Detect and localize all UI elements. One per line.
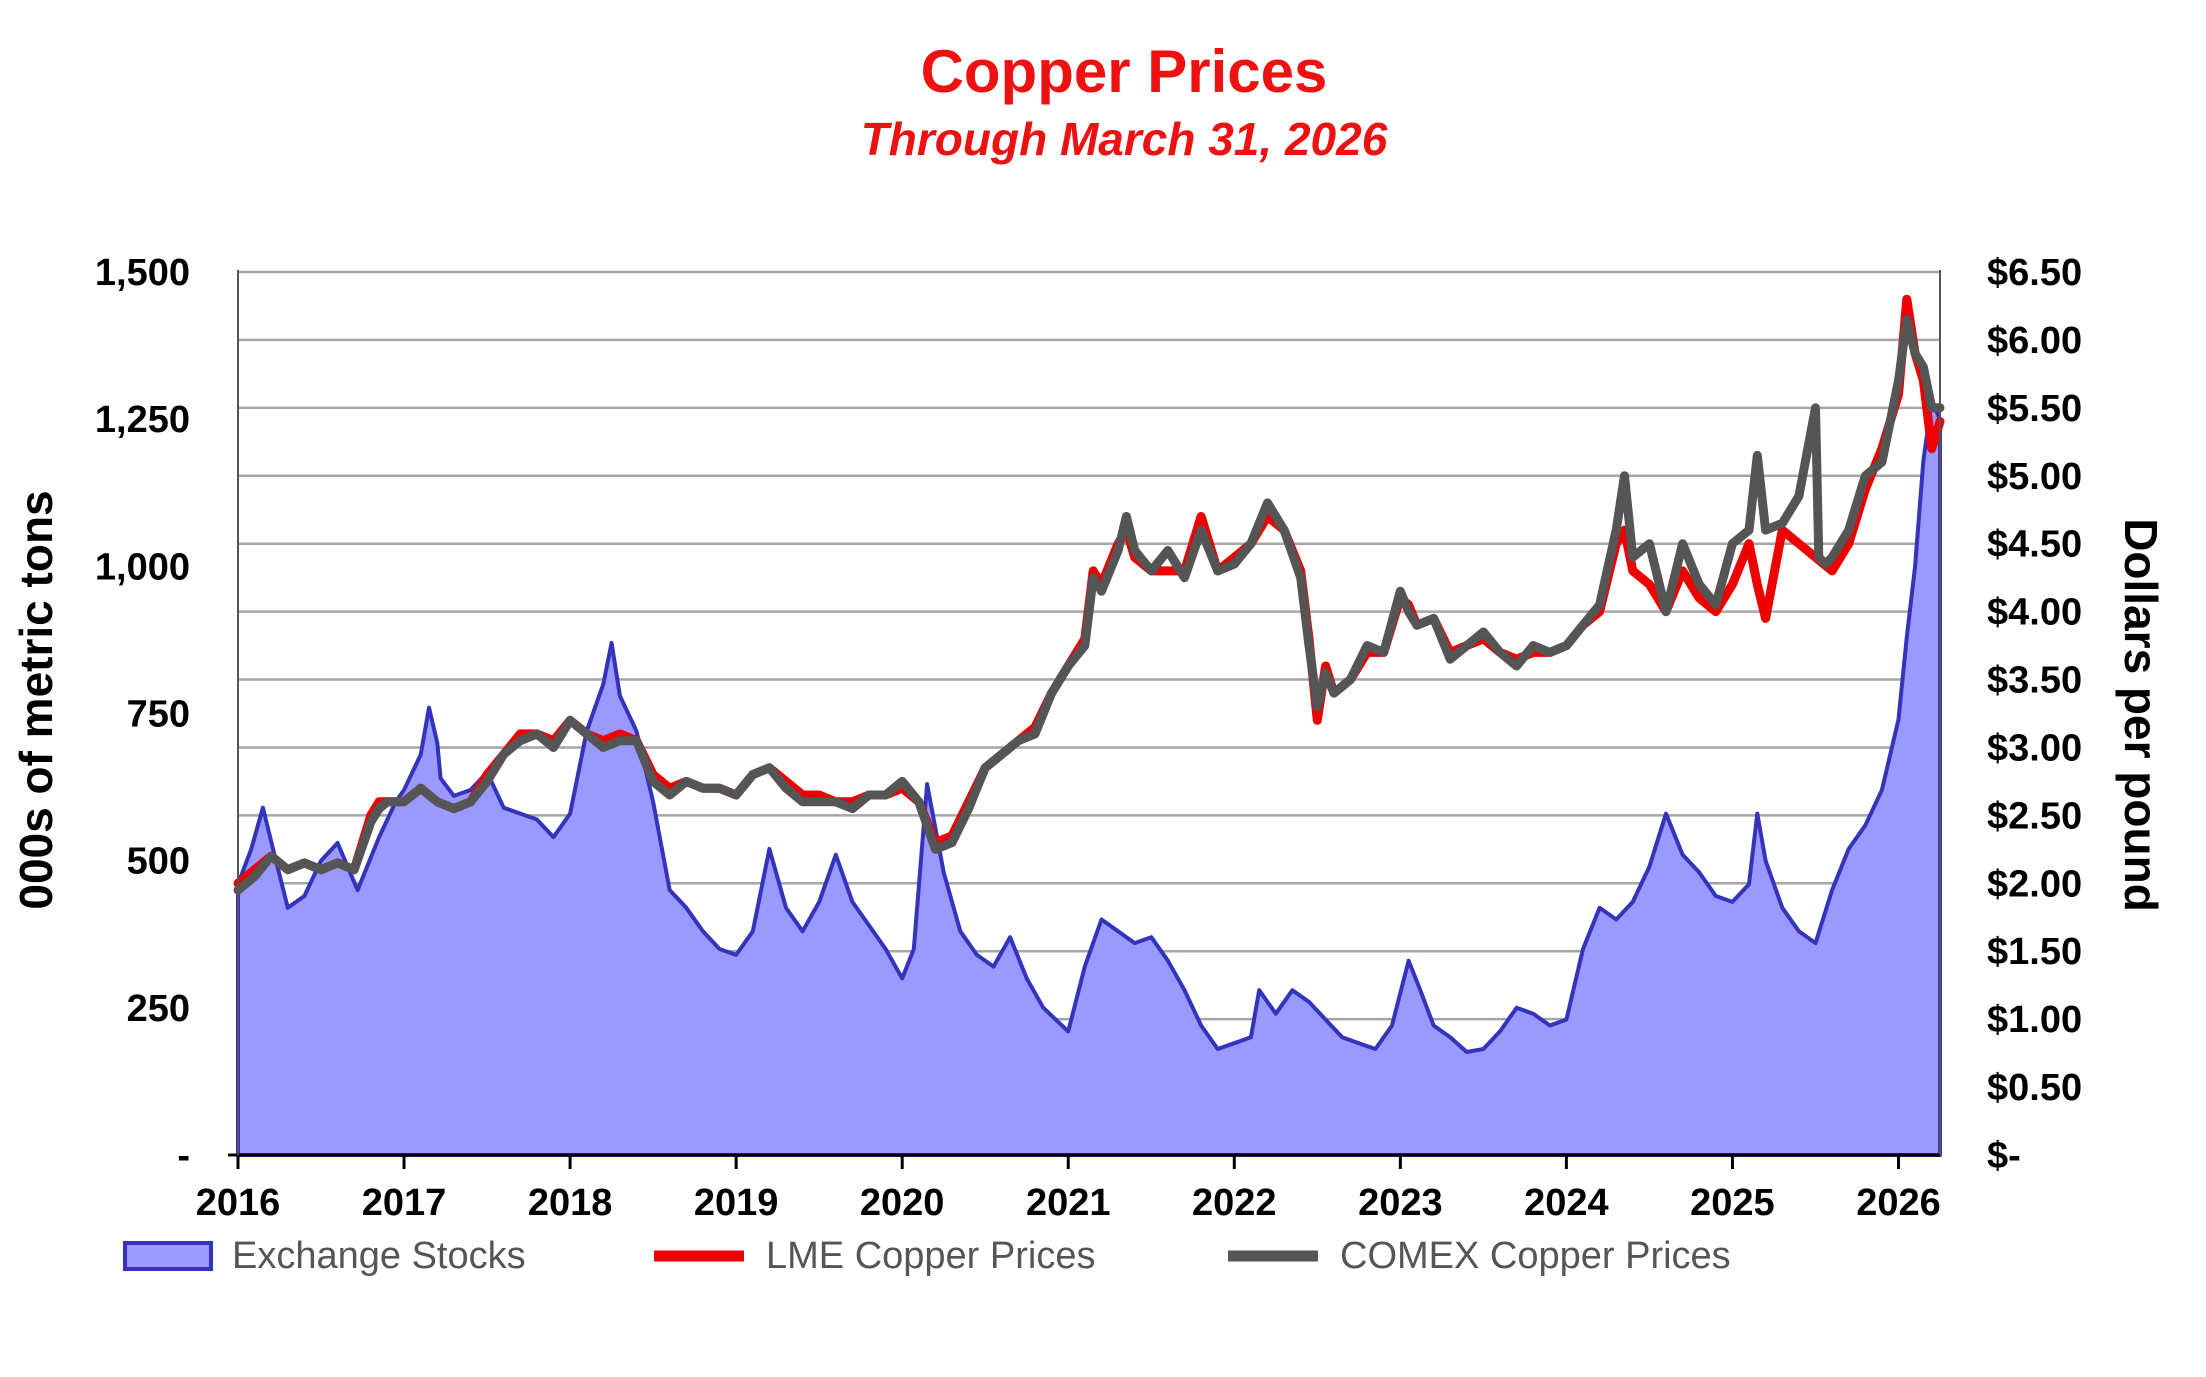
x-tick-label: 2017 [362,1182,447,1224]
x-tick-label: 2018 [528,1182,613,1224]
legend-label-comex: COMEX Copper Prices [1340,1235,1731,1277]
legend-item-exchange-stocks: Exchange Stocks [123,1235,526,1277]
right-tick-label: $6.00 [1987,320,2082,362]
right-tick-label: $1.50 [1987,931,2082,973]
legend-item-lme: LME Copper Prices [654,1235,1095,1277]
x-axis-ticks: 2016 2017 2018 2019 2020 2021 2022 2023 2024 2025… [196,1155,1941,1224]
left-tick-label: 250 [127,988,190,1030]
chart-subtitle: Through March 31, 2026 [861,113,1388,165]
right-tick-label: $5.50 [1987,388,2082,430]
x-tick-label: 2026 [1856,1182,1941,1224]
right-tick-label: $6.50 [1987,252,2082,294]
left-tick-label: 750 [127,694,190,736]
right-tick-label: $4.50 [1987,524,2082,566]
right-tick-label: $1.00 [1987,999,2082,1041]
x-tick-label: 2019 [694,1182,779,1224]
x-tick-label: 2016 [196,1182,281,1224]
legend-swatch-exchange-stocks [123,1241,213,1271]
right-tick-label: $5.00 [1987,456,2082,498]
price-lines [233,294,1945,895]
right-tick-label: $2.50 [1987,795,2082,837]
right-tick-label: $4.00 [1987,592,2082,634]
x-tick-label: 2025 [1690,1182,1775,1224]
left-axis-title: 000s of metric tons [10,490,62,909]
left-tick-label: 1,500 [95,252,190,294]
left-tick-label: 1,250 [95,399,190,441]
right-axis-title: Dollars per pound [2115,518,2167,912]
legend-item-comex: COMEX Copper Prices [1228,1235,1731,1277]
right-tick-label: $3.00 [1987,727,2082,769]
left-tick-label: 1,000 [95,546,190,588]
left-tick-label: 500 [127,841,190,883]
axes [228,270,1941,1157]
x-tick-label: 2022 [1192,1182,1277,1224]
legend: Exchange Stocks LME Copper Prices COMEX … [123,1235,1731,1277]
right-tick-label: $2.00 [1987,863,2082,905]
right-axis-ticks: $- $0.50 $1.00 $1.50 $2.00 $2.50 $3.00 $3.50 $4.… [1987,252,2082,1177]
x-tick-label: 2023 [1358,1182,1443,1224]
chart-title: Copper Prices [921,38,1328,105]
right-tick-label: $3.50 [1987,660,2082,702]
right-tick-label: $- [1987,1135,2021,1177]
x-tick-label: 2020 [860,1182,945,1224]
x-tick-label: 2021 [1026,1182,1111,1224]
right-tick-label: $0.50 [1987,1067,2082,1109]
left-tick-label: - [177,1135,190,1177]
legend-label-exchange-stocks: Exchange Stocks [232,1235,526,1277]
x-tick-label: 2024 [1524,1182,1609,1224]
left-axis-ticks: - 250 500 750 1,000 1,250 1,500 [95,252,190,1177]
legend-label-lme: LME Copper Prices [766,1235,1095,1277]
comex-price-line [233,315,1945,895]
